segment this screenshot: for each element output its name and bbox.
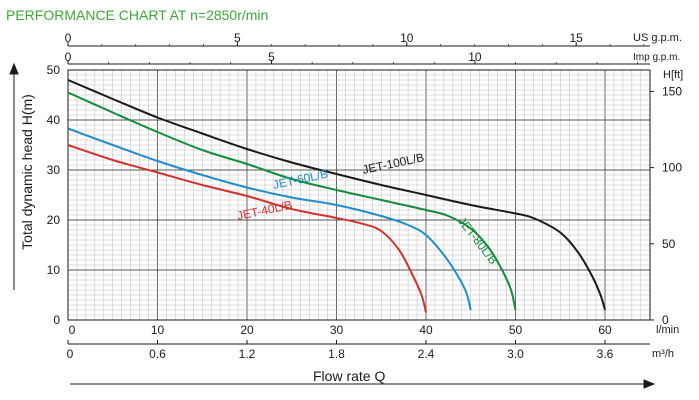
chart-title: PERFORMANCE CHART AT n=2850r/min xyxy=(6,7,268,23)
x-tick-label-m3h: 0 xyxy=(67,347,74,361)
x-tick-label-lmin: 30 xyxy=(330,323,344,337)
x-axis-title: Flow rate Q xyxy=(313,368,385,384)
series-line-jet-80l-b xyxy=(67,91,517,311)
series-label: JET-100L/B xyxy=(361,150,425,177)
x-tick-label-m3h: 2.4 xyxy=(418,347,435,361)
y-right-tick-label: 0 xyxy=(662,313,669,327)
x-tick-label-m3h: 1.8 xyxy=(328,347,345,361)
y-tick-label: 40 xyxy=(47,113,61,127)
x-tick-label-impgpm: 5 xyxy=(268,50,275,64)
y-right-tick-label: 100 xyxy=(662,161,682,175)
x-tick-label-m3h: 3.6 xyxy=(597,347,614,361)
y-right-tick-label: 50 xyxy=(662,237,676,251)
x-tick-label-impgpm: 10 xyxy=(468,50,482,64)
plot-frame xyxy=(67,45,651,345)
x-tick-label-lmin: 10 xyxy=(151,323,165,337)
y-axis-arrow xyxy=(9,62,19,290)
x-unit-usgpm: US g.p.m. xyxy=(633,32,682,44)
series-lines xyxy=(67,79,606,313)
y-tick-label: 30 xyxy=(47,163,61,177)
x-tick-label-usgpm: 0 xyxy=(65,31,72,45)
x-tick-label-m3h: 1.2 xyxy=(239,347,256,361)
x-tick-label-lmin: 20 xyxy=(240,323,254,337)
y-right-tick-label: 150 xyxy=(662,84,682,98)
y-unit-right: H[ft] xyxy=(663,69,683,81)
x-tick-label-lmin: 50 xyxy=(509,323,523,337)
y-tick-label: 50 xyxy=(47,63,61,77)
x-tick-label-usgpm: 15 xyxy=(570,31,584,45)
x-unit-m3h: m³/h xyxy=(652,348,674,360)
x-tick-label-impgpm: 0 xyxy=(65,50,72,64)
x-tick-label-m3h: 3.0 xyxy=(507,347,524,361)
x-tick-label-lmin: 60 xyxy=(598,323,612,337)
x-tick-label-lmin: 40 xyxy=(419,323,433,337)
y-axis-title: Total dynamic head H(m) xyxy=(19,94,35,250)
y-tick-label: 20 xyxy=(47,213,61,227)
series-line-jet-100l-b xyxy=(67,79,606,311)
x-tick-label-usgpm: 5 xyxy=(234,31,241,45)
x-unit-impgpm: Imp g.p.m. xyxy=(633,52,680,63)
x-axis-arrow xyxy=(70,379,656,389)
series-line-jet-40l-b xyxy=(67,144,427,313)
x-tick-label-m3h: 0.6 xyxy=(149,347,166,361)
y-tick-label: 10 xyxy=(47,263,61,277)
x-tick-label-usgpm: 10 xyxy=(400,31,414,45)
plot-border xyxy=(67,69,651,321)
x-tick-label-lmin: 0 xyxy=(69,323,76,337)
y-tick-label: 0 xyxy=(53,313,60,327)
x-unit-primary: l/min xyxy=(656,324,679,336)
series-line-jet-60l-b xyxy=(67,127,472,311)
